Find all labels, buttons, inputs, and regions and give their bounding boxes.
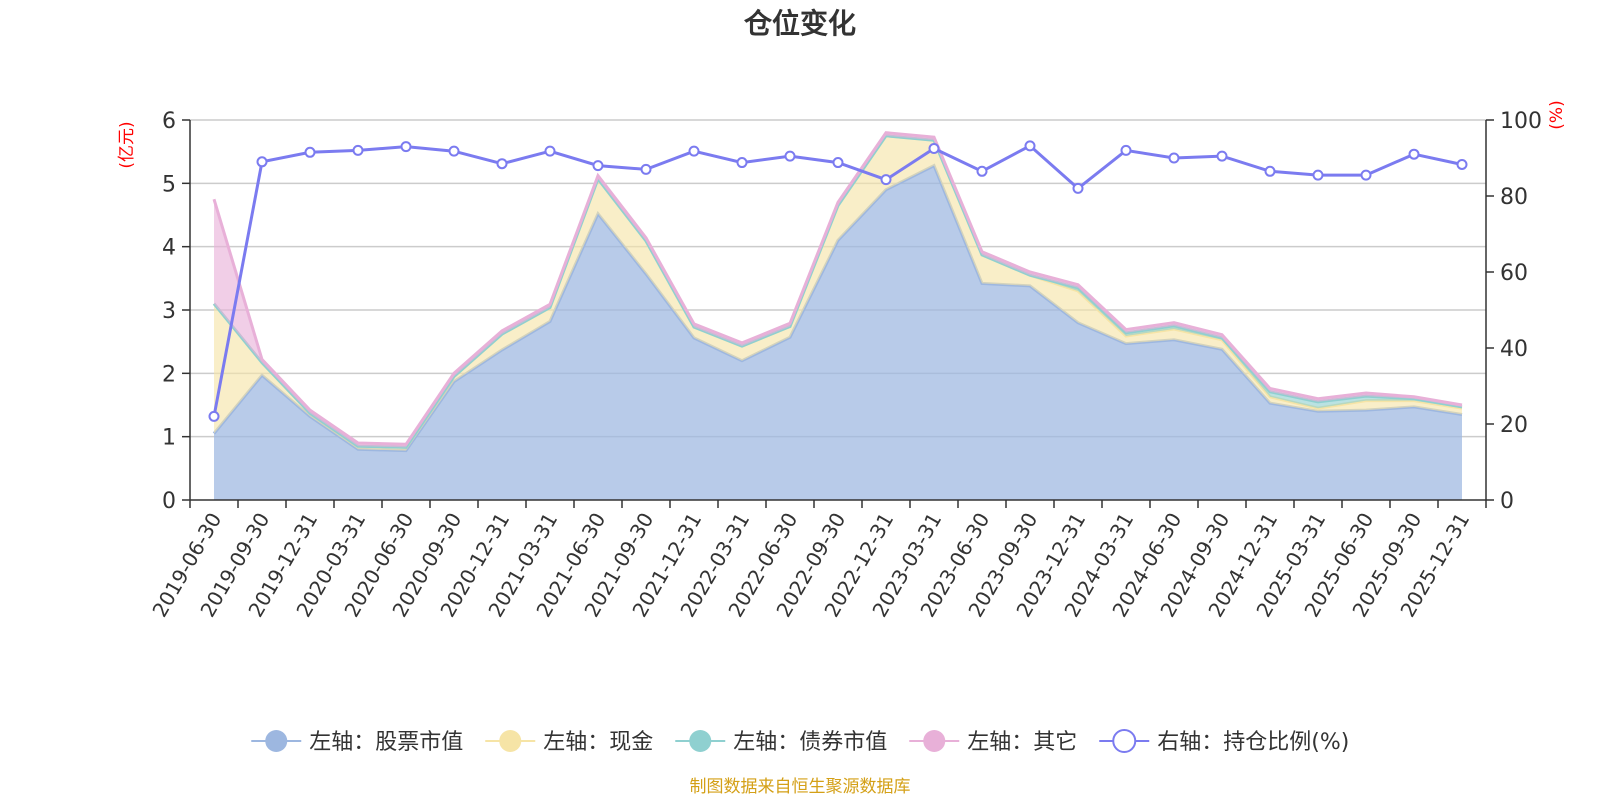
legend-symbol (1112, 729, 1137, 753)
left-axis-tick-label: 3 (162, 299, 176, 324)
position-ratio-point (1024, 140, 1036, 152)
position-ratio-point (496, 158, 508, 170)
right-axis-tick-label: 0 (1500, 489, 1514, 514)
position-ratio-point (688, 145, 700, 157)
position-ratio-point (1360, 169, 1372, 181)
position-ratio-point (640, 163, 652, 175)
legend-symbol (265, 730, 288, 752)
legend-item: 左轴：债券市值 (675, 730, 887, 755)
position-ratio-point (208, 410, 220, 422)
position-ratio-point (1168, 152, 1180, 164)
right-axis-unit: (%) (1547, 100, 1567, 129)
left-axis-tick-label: 0 (162, 489, 176, 514)
left-axis-tick-label: 6 (162, 109, 176, 134)
position-ratio-point (592, 160, 604, 172)
legend-symbol (689, 730, 712, 752)
position-ratio-point (880, 174, 892, 186)
position-ratio-point (976, 165, 988, 177)
area-1 (214, 165, 1462, 500)
left-axis-tick-label: 2 (162, 362, 176, 387)
position-ratio-point (1264, 165, 1276, 177)
right-axis-tick-label: 80 (1500, 185, 1528, 210)
position-ratio-point (1216, 150, 1228, 162)
stacked-areas (212, 131, 1463, 500)
position-ratio-point (400, 141, 412, 153)
left-axis-tick-label: 4 (162, 236, 176, 261)
position-ratio-point (1120, 144, 1132, 156)
position-ratio-point (1072, 182, 1084, 194)
legend-label: 左轴：股票市值 (309, 730, 463, 755)
right-axis-tick-label: 60 (1500, 261, 1528, 286)
left-axis-unit: (亿元) (117, 121, 137, 168)
position-ratio-point (256, 156, 268, 168)
legend: 左轴：股票市值 左轴：现金 左轴：债券市值 左轴：其它 右轴：持仓比例(%) (251, 729, 1349, 755)
position-ratio-point (352, 144, 364, 156)
position-ratio-line (208, 140, 1468, 422)
legend-label: 右轴：持仓比例(%) (1157, 730, 1349, 755)
legend-item: 左轴：股票市值 (251, 730, 463, 755)
area-edge-4 (212, 131, 1463, 446)
position-ratio-point (304, 146, 316, 158)
position-ratio-point (784, 150, 796, 162)
legend-label: 左轴：债券市值 (733, 730, 887, 755)
right-axis-tick-label: 100 (1500, 109, 1542, 134)
position-ratio-point (1408, 148, 1420, 160)
legend-item: 右轴：持仓比例(%) (1099, 729, 1349, 755)
right-axis-tick-label: 40 (1500, 337, 1528, 362)
legend-symbol (923, 730, 946, 752)
position-ratio-point (928, 143, 940, 154)
legend-item: 左轴：现金 (485, 730, 653, 755)
position-ratio-point (832, 157, 844, 169)
position-ratio-point (736, 157, 748, 169)
data-source-note: 制图数据来自恒生聚源数据库 (690, 777, 911, 797)
left-axis-tick-label: 5 (162, 172, 176, 197)
left-axis-tick-label: 1 (162, 426, 176, 451)
legend-label: 左轴：现金 (543, 730, 653, 755)
chart-title: 仓位变化 (744, 7, 856, 40)
position-ratio-point (1456, 158, 1468, 170)
right-axis-tick-label: 20 (1500, 413, 1528, 438)
position-ratio-point (1312, 169, 1324, 181)
position-ratio-point (448, 145, 460, 157)
legend-label: 左轴：其它 (967, 730, 1077, 755)
legend-item: 左轴：其它 (909, 730, 1077, 755)
legend-symbol (499, 730, 522, 752)
position-ratio-point (544, 145, 556, 157)
